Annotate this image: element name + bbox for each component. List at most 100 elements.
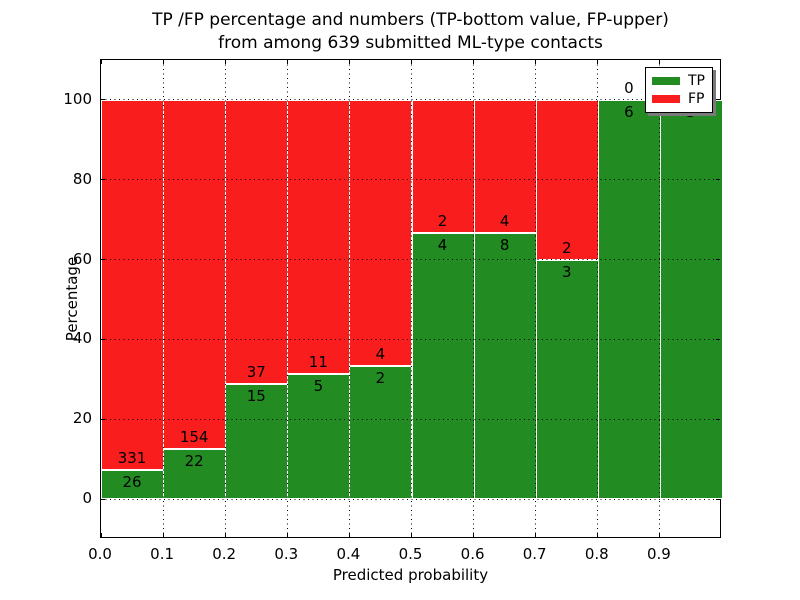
y-tick-label: 60 [72,249,92,268]
y-axis-tick-right [716,498,720,500]
x-tick-label: 0.3 [274,545,299,563]
bar-segment-fp [225,99,289,384]
gridline-horizontal [101,259,720,261]
tp-count-label: 15 [246,386,266,405]
gridline-horizontal [101,338,720,340]
gridline-vertical [348,60,350,537]
y-tick-label: 20 [72,409,92,428]
x-axis-tick-top [348,60,350,64]
legend-item-fp: FP [652,91,706,107]
gridline-vertical [162,60,164,537]
gridline-vertical [224,60,226,537]
gridline-vertical [473,60,475,537]
x-tick-label: 0.1 [150,545,175,563]
x-axis-tick [535,533,537,537]
tp-count-label: 6 [624,102,634,121]
fp-count-label: 0 [624,78,634,97]
bar-segment-tp [597,99,661,500]
y-axis-tick [101,99,105,101]
y-axis-tick [101,418,105,420]
y-axis-tick-right [716,259,720,261]
x-axis-tick-top [411,60,412,64]
x-axis-tick [411,533,412,537]
y-axis-tick-right [716,179,720,181]
y-tick-label: 100 [63,89,92,108]
tp-count-label: 2 [375,369,386,388]
x-axis-tick [162,533,164,537]
legend-label-fp: FP [688,91,705,107]
x-axis-tick-top [597,60,599,64]
x-tick-label: 0.6 [460,545,485,563]
x-tick-label: 0.5 [398,545,423,563]
gridline-horizontal [101,418,720,420]
tp-swatch-icon [652,77,680,85]
x-axis-tick [100,533,102,537]
x-axis-tick-top [162,60,164,64]
fp-count-label: 331 [117,449,147,468]
tp-count-label: 3 [561,262,572,281]
gridline-vertical [535,60,537,537]
fp-count-label: 4 [375,345,386,364]
tp-count-label: 26 [122,473,142,492]
x-tick-label: 0.4 [336,545,361,563]
fp-count-label: 154 [179,428,209,447]
gridline-vertical [597,60,599,537]
tp-count-label: 22 [184,452,204,471]
x-tick-label: 0.9 [646,545,671,563]
gridline-vertical [659,60,661,537]
x-axis-tick [659,533,661,537]
bar-segment-fp [473,99,537,233]
y-axis-tick [101,338,105,340]
y-axis-tick [101,498,105,500]
chart-title: TP /FP percentage and numbers (TP-bottom… [100,9,721,55]
chart-title-line1: TP /FP percentage and numbers (TP-bottom… [152,10,669,30]
bar-segment-fp [101,99,165,470]
x-tick-label: 0.0 [88,545,112,563]
x-axis-tick-top [535,60,537,64]
plot-area: 33126154223715115422448230603 [100,59,723,538]
x-axis-tick [224,533,226,537]
legend: TP FP [645,67,713,113]
chart-title-line2: from among 639 submitted ML-type contact… [218,33,603,53]
bar-segment-fp [163,99,227,450]
y-axis-tick-right [716,99,720,101]
bar-segment-tp [349,366,413,500]
fp-swatch-icon [652,95,680,103]
x-axis-tick [597,533,599,537]
y-tick-label: 40 [72,329,92,348]
x-axis-tick [473,533,475,537]
x-axis-tick-top [659,60,661,64]
x-tick-label: 0.7 [522,545,547,563]
gridline-horizontal [101,179,720,181]
y-axis-tick-right [716,338,720,340]
fp-count-label: 4 [499,211,510,230]
x-tick-label: 0.8 [584,545,609,563]
y-axis-tick [101,179,105,181]
bar-segment-tp [101,470,165,500]
x-axis-tick-top [286,60,288,64]
fp-count-label: 37 [246,362,266,381]
bar-segment-tp [473,232,537,500]
gridline-vertical [286,60,288,537]
gridline-vertical [411,60,412,537]
x-tick-label: 0.2 [212,545,237,563]
fp-count-label: 2 [561,238,572,257]
y-axis-tick [101,259,105,261]
x-axis-tick-top [224,60,226,64]
bar-segment-fp [287,99,351,375]
tp-count-label: 8 [499,235,510,254]
bar-segment-fp [349,99,413,367]
fp-count-label: 11 [308,353,328,372]
legend-item-tp: TP [652,73,706,89]
gridline-horizontal [101,498,720,500]
y-tick-label: 80 [72,169,92,188]
bar-segment-tp [163,449,227,500]
bar-segment-tp [659,99,723,500]
x-axis-tick [348,533,350,537]
bar-segment-fp [411,99,475,233]
x-axis-label: Predicted probability [332,566,489,584]
y-axis-tick-right [716,418,720,420]
x-axis-tick-top [100,60,102,64]
gridline-horizontal [101,99,720,101]
